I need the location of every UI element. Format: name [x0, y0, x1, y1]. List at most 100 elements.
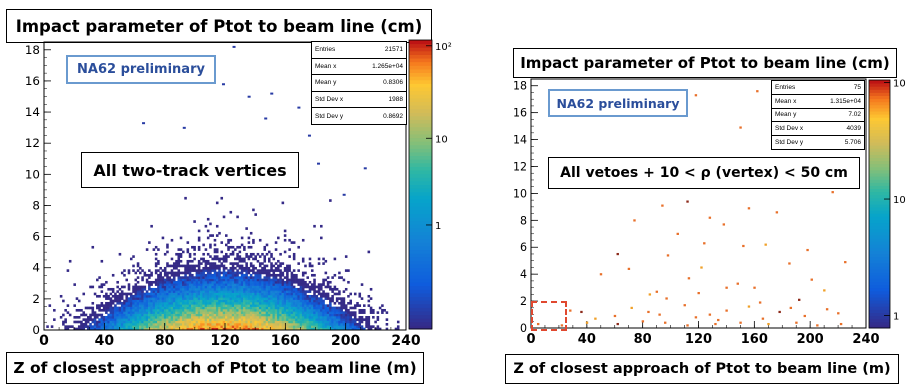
left-heatmap-cell	[308, 301, 312, 305]
left-heatmap-cell	[209, 299, 212, 303]
left-heatmap-cell	[159, 278, 162, 282]
left-heatmap-cell	[161, 287, 165, 291]
left-heatmap-cell	[148, 299, 151, 303]
left-heatmap-cell	[145, 320, 149, 324]
left-heatmap-cell	[304, 304, 307, 307]
left-colorbar-segment	[409, 141, 432, 146]
left-heatmap-cell	[306, 311, 310, 314]
right-colorbar-segment	[869, 92, 890, 96]
left-heatmap-cell	[163, 294, 167, 298]
left-heatmap-cell	[272, 273, 276, 277]
left-heatmap-cell	[234, 271, 237, 275]
left-heatmap-cell	[301, 283, 305, 286]
left-heatmap-cell	[197, 229, 201, 233]
left-heatmap-cell	[267, 271, 271, 275]
left-heatmap-cell	[168, 315, 171, 319]
left-heatmap-cell	[279, 318, 282, 321]
left-heatmap-cell	[177, 264, 181, 268]
left-heatmap-cell	[338, 297, 341, 300]
left-heatmap-cell	[240, 311, 244, 314]
right-data-point	[753, 286, 756, 289]
left-stats-box: Entries 21571 Mean x 1.265e+04 Mean y 0.8306 S…	[311, 41, 407, 125]
left-heatmap-cell	[313, 304, 316, 307]
left-heatmap-cell	[179, 259, 183, 263]
left-heatmap-cell	[215, 294, 219, 298]
left-heatmap-cell	[277, 292, 280, 296]
left-heatmap-cell	[324, 322, 328, 326]
left-heatmap-cell	[107, 294, 110, 298]
left-heatmap-cell	[297, 313, 300, 317]
left-heatmap-cell	[274, 292, 278, 296]
left-heatmap-cell	[295, 273, 298, 277]
left-heatmap-cell	[252, 311, 255, 314]
left-heatmap-cell	[166, 287, 169, 291]
left-heatmap-cell	[265, 292, 269, 296]
left-heatmap-cell	[218, 294, 221, 298]
left-heatmap-cell	[231, 311, 235, 314]
left-heatmap-cell	[206, 252, 210, 256]
left-heatmap-cell	[218, 292, 221, 296]
left-heatmap-cell	[213, 257, 217, 261]
left-heatmap-cell	[184, 290, 187, 293]
left-heatmap-cell	[283, 280, 287, 284]
left-heatmap-cell	[127, 304, 131, 307]
left-heatmap-cell	[107, 315, 110, 319]
left-heatmap-cell	[290, 325, 294, 328]
left-heatmap-cell	[225, 318, 228, 321]
left-heatmap-cell	[193, 320, 196, 324]
left-heatmap-cell	[315, 322, 319, 326]
right-colorbar-label: 10	[893, 195, 906, 206]
left-heatmap-cell	[304, 290, 307, 293]
left-heatmap-cell	[288, 248, 291, 251]
left-heatmap-cell	[188, 299, 192, 303]
left-heatmap-cell	[324, 278, 328, 282]
right-colorbar-segment	[869, 185, 890, 189]
left-heatmap-cell	[184, 269, 187, 272]
left-heatmap-cell	[261, 283, 264, 286]
left-heatmap-cell	[344, 308, 348, 312]
left-heatmap-cell	[306, 320, 310, 324]
left-heatmap-cell	[96, 320, 99, 324]
left-heatmap-cell	[331, 327, 334, 331]
left-heatmap-cell	[249, 278, 253, 282]
left-heatmap-cell	[150, 297, 153, 300]
left-heatmap-cell	[320, 325, 323, 328]
left-heatmap-cell	[225, 313, 228, 317]
left-heatmap-cell	[229, 276, 233, 279]
left-heatmap-cell	[288, 287, 291, 291]
left-stat-value: 21571	[384, 46, 403, 54]
left-heatmap-cell	[184, 301, 187, 305]
left-heatmap-cell	[365, 318, 368, 321]
left-heatmap-cell	[308, 318, 312, 321]
left-heatmap-cell	[200, 313, 203, 317]
left-heatmap-cell	[145, 313, 149, 317]
left-heatmap-cell	[290, 285, 294, 289]
left-heatmap-cell	[211, 276, 214, 279]
left-heatmap-cell	[279, 280, 282, 284]
left-heatmap-cell	[267, 250, 271, 254]
left-heatmap-cell	[157, 315, 160, 319]
right-data-point	[788, 262, 791, 265]
left-heatmap-cell	[143, 304, 147, 307]
right-data-point	[665, 297, 668, 300]
left-heatmap-cell	[204, 278, 208, 282]
left-colorbar-segment	[409, 267, 432, 272]
left-heatmap-cell	[200, 315, 203, 319]
right-data-point	[742, 244, 745, 248]
left-heatmap-cell	[202, 287, 205, 291]
left-heatmap-cell	[277, 280, 280, 284]
left-colorbar-segment	[409, 79, 432, 84]
left-heatmap-cell	[277, 299, 280, 303]
left-heatmap-cell	[107, 313, 110, 317]
left-heatmap-cell	[231, 269, 235, 272]
left-heatmap-cell	[249, 280, 253, 284]
left-heatmap-cell	[288, 301, 291, 305]
left-heatmap-cell	[111, 311, 115, 314]
left-heatmap-cell	[134, 292, 138, 296]
left-heatmap-cell	[227, 306, 230, 310]
left-heatmap-cell	[220, 320, 224, 324]
left-heatmap-cell	[157, 269, 160, 272]
left-heatmap-cell	[258, 264, 262, 268]
left-heatmap-cell	[243, 280, 246, 284]
left-heatmap-cell	[91, 327, 95, 331]
